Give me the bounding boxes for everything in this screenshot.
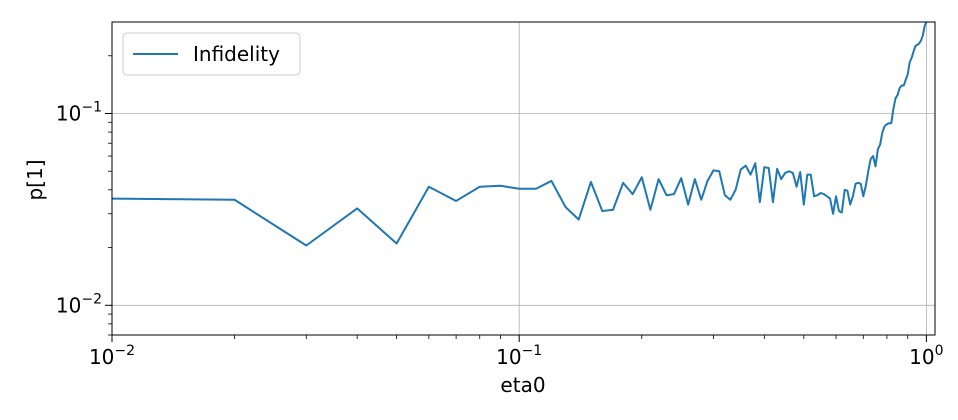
y-tick-labels: 10−2 10−1 (56, 100, 102, 318)
y-tick-label: 10−1 (56, 100, 102, 126)
legend-box (122, 32, 301, 76)
y-axis-label: p[1] (23, 159, 47, 200)
plot-frame (111, 21, 936, 336)
x-tick-label: 10−2 (89, 343, 135, 369)
x-tick-label: 10−1 (496, 343, 542, 369)
series-layer (111, 21, 928, 247)
minor-ticks (108, 55, 909, 339)
grid (112, 22, 935, 335)
major-ticks (105, 113, 927, 342)
x-tick-label: 100 (909, 343, 943, 369)
legend: Infidelity (122, 32, 301, 76)
legend-label-infidelity: Infidelity (193, 42, 280, 66)
series-line-infidelity (111, 21, 928, 247)
x-tick-labels: 10−2 10−1 100 (89, 343, 944, 369)
y-tick-label: 10−2 (56, 291, 102, 317)
x-axis-label: eta0 (500, 373, 545, 397)
